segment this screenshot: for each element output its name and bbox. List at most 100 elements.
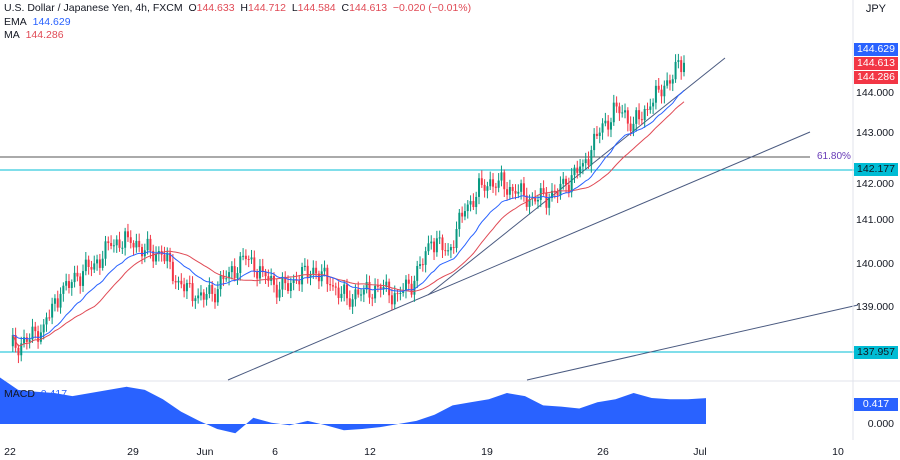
candle[interactable] bbox=[287, 283, 290, 292]
candle[interactable] bbox=[67, 281, 70, 288]
candle[interactable] bbox=[584, 159, 587, 164]
candle[interactable] bbox=[199, 292, 202, 296]
candle[interactable] bbox=[135, 240, 138, 248]
candle[interactable] bbox=[214, 293, 217, 303]
candle[interactable] bbox=[517, 191, 520, 194]
candle[interactable] bbox=[626, 110, 629, 124]
candle[interactable] bbox=[624, 110, 627, 113]
candle[interactable] bbox=[399, 292, 402, 294]
candle[interactable] bbox=[174, 281, 177, 283]
candle[interactable] bbox=[185, 283, 188, 292]
candle[interactable] bbox=[511, 187, 514, 191]
candle[interactable] bbox=[146, 238, 149, 251]
candle[interactable] bbox=[84, 259, 87, 272]
candle[interactable] bbox=[317, 273, 320, 282]
candle[interactable] bbox=[219, 275, 222, 290]
candle[interactable] bbox=[180, 280, 183, 285]
candle[interactable] bbox=[388, 281, 391, 296]
candle[interactable] bbox=[51, 303, 54, 318]
candle[interactable] bbox=[483, 184, 486, 191]
candle[interactable] bbox=[581, 163, 584, 167]
candle[interactable] bbox=[17, 347, 20, 356]
candle[interactable] bbox=[441, 237, 444, 251]
candle[interactable] bbox=[354, 289, 357, 300]
candle[interactable] bbox=[323, 267, 326, 272]
macd-legend[interactable]: MACD 0.417 bbox=[4, 388, 67, 400]
candle[interactable] bbox=[565, 178, 568, 185]
candle[interactable] bbox=[138, 240, 141, 248]
candle[interactable] bbox=[216, 289, 219, 303]
candle[interactable] bbox=[497, 180, 500, 188]
candle[interactable] bbox=[340, 293, 343, 299]
candle[interactable] bbox=[149, 238, 152, 251]
candle[interactable] bbox=[132, 242, 135, 248]
candle[interactable] bbox=[660, 89, 663, 97]
candle[interactable] bbox=[621, 112, 624, 114]
candle[interactable] bbox=[534, 198, 537, 202]
candle[interactable] bbox=[309, 274, 312, 278]
candle[interactable] bbox=[188, 283, 191, 285]
candle[interactable] bbox=[258, 266, 261, 279]
candle[interactable] bbox=[595, 133, 598, 136]
candle[interactable] bbox=[250, 257, 253, 260]
candle[interactable] bbox=[48, 317, 51, 319]
candle[interactable] bbox=[638, 110, 641, 120]
candle[interactable] bbox=[284, 276, 287, 284]
candle[interactable] bbox=[34, 326, 37, 332]
candle[interactable] bbox=[475, 196, 478, 208]
candle[interactable] bbox=[301, 267, 304, 285]
candle[interactable] bbox=[278, 289, 281, 298]
candle[interactable] bbox=[545, 192, 548, 208]
candle[interactable] bbox=[525, 195, 528, 207]
candle[interactable] bbox=[275, 284, 278, 298]
candle[interactable] bbox=[649, 106, 652, 110]
candle[interactable] bbox=[674, 61, 677, 80]
candle[interactable] bbox=[500, 172, 503, 181]
candle[interactable] bbox=[604, 120, 607, 124]
candle[interactable] bbox=[59, 293, 62, 308]
candle[interactable] bbox=[430, 241, 433, 244]
candle[interactable] bbox=[45, 317, 48, 325]
candle[interactable] bbox=[155, 254, 158, 262]
candle[interactable] bbox=[458, 212, 461, 230]
candle[interactable] bbox=[247, 259, 250, 261]
candle[interactable] bbox=[126, 231, 129, 238]
candle[interactable] bbox=[635, 110, 638, 124]
candle[interactable] bbox=[393, 293, 396, 305]
candle[interactable] bbox=[236, 273, 239, 279]
candle[interactable] bbox=[576, 167, 579, 173]
candle[interactable] bbox=[191, 283, 194, 302]
candle[interactable] bbox=[298, 280, 301, 285]
candle[interactable] bbox=[413, 280, 416, 295]
candle[interactable] bbox=[331, 285, 334, 287]
candle[interactable] bbox=[93, 263, 96, 270]
candle[interactable] bbox=[590, 150, 593, 166]
candle[interactable] bbox=[652, 102, 655, 107]
candle[interactable] bbox=[376, 285, 379, 287]
candle[interactable] bbox=[362, 289, 365, 295]
candle[interactable] bbox=[242, 255, 245, 257]
candle[interactable] bbox=[593, 133, 596, 151]
candle[interactable] bbox=[183, 284, 186, 292]
candle[interactable] bbox=[25, 337, 28, 342]
candle[interactable] bbox=[337, 287, 340, 299]
candle[interactable] bbox=[469, 201, 472, 205]
candle[interactable] bbox=[548, 198, 551, 208]
candle[interactable] bbox=[292, 279, 295, 283]
candle[interactable] bbox=[87, 259, 90, 268]
candle[interactable] bbox=[657, 85, 660, 90]
candle[interactable] bbox=[365, 281, 368, 290]
candle[interactable] bbox=[129, 237, 132, 243]
candle[interactable] bbox=[528, 199, 531, 207]
candle[interactable] bbox=[683, 62, 685, 73]
candle[interactable] bbox=[177, 280, 180, 283]
candle[interactable] bbox=[360, 294, 363, 296]
candle[interactable] bbox=[23, 337, 26, 344]
trendline-low[interactable] bbox=[526, 304, 859, 381]
candle[interactable] bbox=[666, 80, 669, 86]
candle[interactable] bbox=[421, 264, 424, 266]
candle[interactable] bbox=[140, 247, 143, 257]
candle[interactable] bbox=[115, 239, 118, 246]
candle[interactable] bbox=[494, 186, 497, 188]
candle[interactable] bbox=[447, 250, 450, 252]
